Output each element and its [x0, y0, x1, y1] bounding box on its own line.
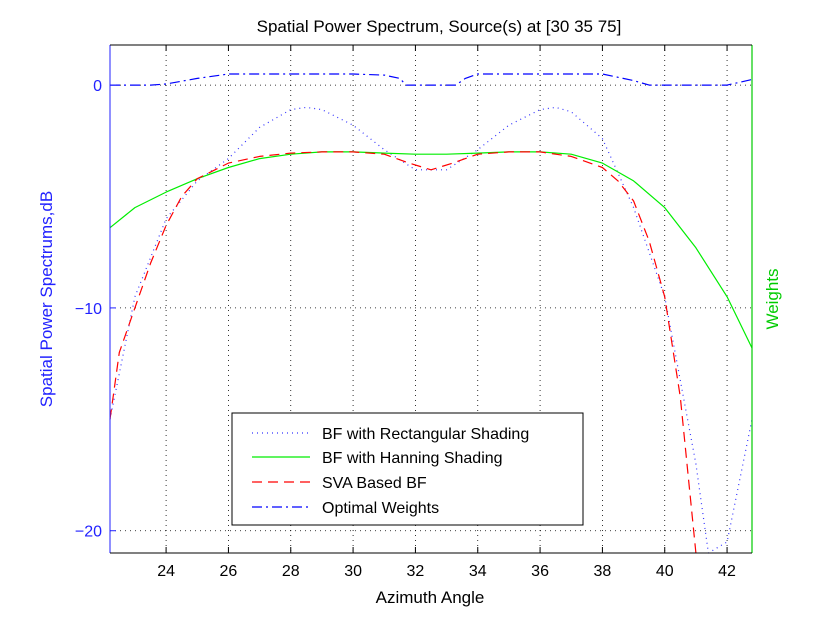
- series-layer: [109, 73, 753, 554]
- x-tick-label: 30: [344, 563, 362, 580]
- legend-box: [231, 412, 584, 526]
- y-tick-label: −10: [75, 301, 102, 318]
- y-axis-label: Spatial Power Spectrums,dB: [37, 191, 56, 407]
- legend-label-hanning: BF with Hanning Shading: [322, 450, 503, 467]
- x-tick-label: 36: [531, 563, 549, 580]
- y-tick-label: −20: [75, 524, 102, 541]
- x-tick-label: 26: [220, 563, 238, 580]
- x-tick-label: 34: [469, 563, 487, 580]
- x-axis-label: Azimuth Angle: [376, 588, 485, 607]
- legend-label-rect: BF with Rectangular Shading: [322, 426, 529, 443]
- series-line-sva: [109, 151, 697, 554]
- tick-layer: 24 26 28 30 32 34 36 38 40 42 0 −10 −20: [75, 45, 736, 580]
- series-line-hanning: [109, 151, 753, 349]
- y-axis-label-right: Weights: [763, 268, 782, 329]
- legend-label-optimal: Optimal Weights: [322, 500, 439, 517]
- series-line-optimal: [110, 73, 753, 86]
- chart-title: Spatial Power Spectrum, Source(s) at [30…: [257, 17, 622, 36]
- x-tick-label: 42: [718, 563, 736, 580]
- x-tick-label: 40: [656, 563, 674, 580]
- y-tick-label: 0: [93, 78, 102, 95]
- x-tick-label: 38: [594, 563, 612, 580]
- grid-lines: [110, 45, 752, 553]
- x-tick-label: 32: [407, 563, 425, 580]
- legend-label-sva: SVA Based BF: [322, 475, 427, 492]
- x-tick-label: 24: [157, 563, 175, 580]
- x-tick-label: 28: [282, 563, 300, 580]
- legend: BF with Rectangular Shading BF with Hann…: [231, 412, 584, 526]
